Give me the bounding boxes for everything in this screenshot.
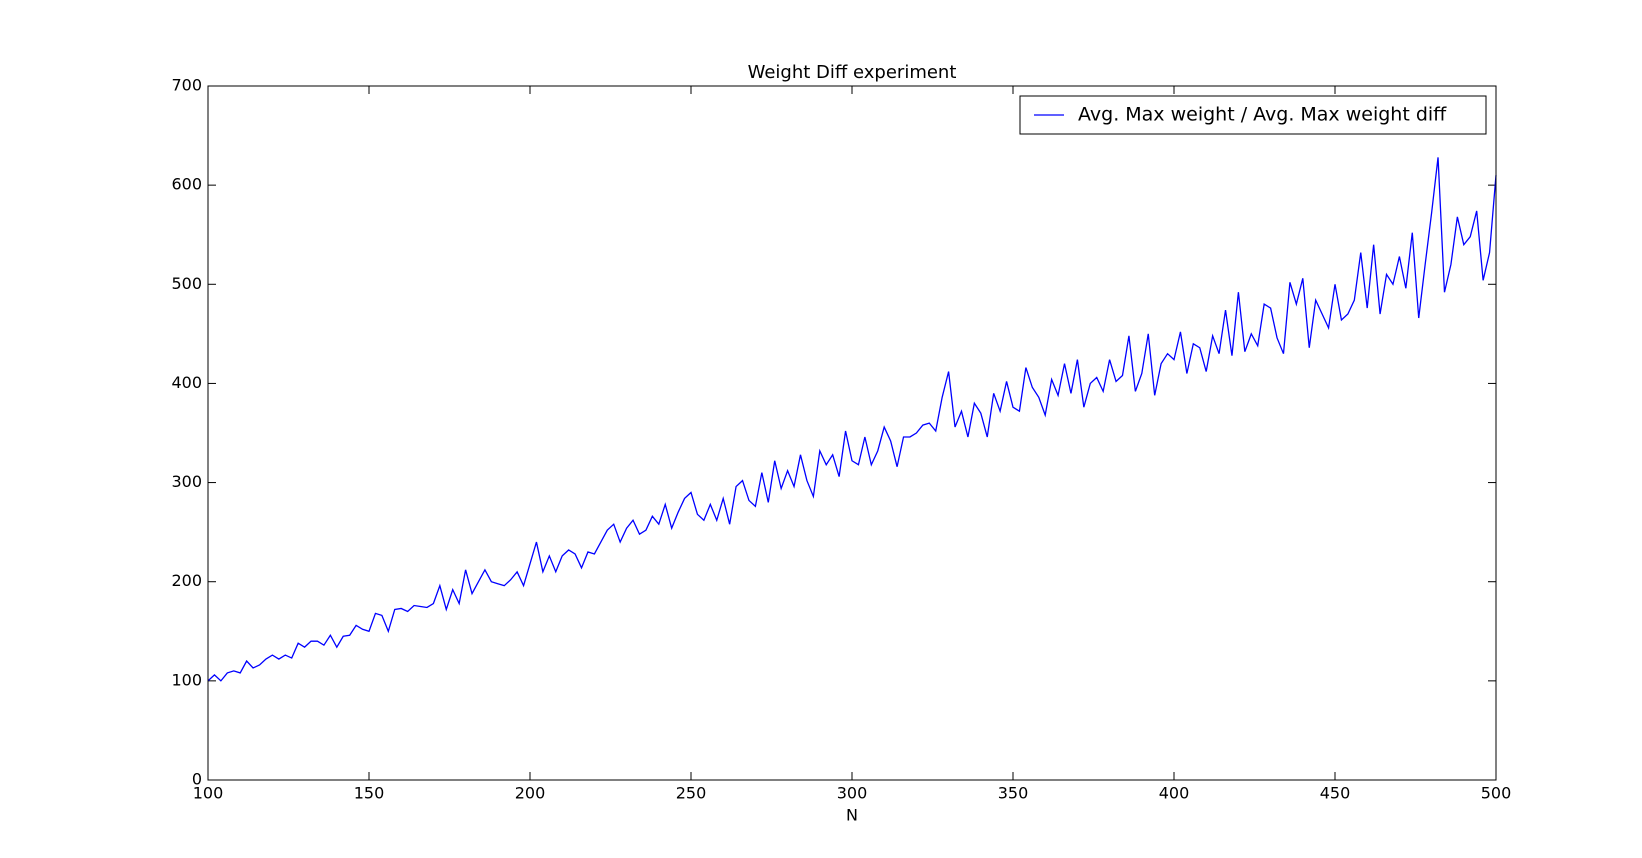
y-tick-label: 100: [171, 670, 202, 689]
chart-title: Weight Diff experiment: [748, 62, 957, 83]
y-tick-label: 400: [171, 373, 202, 392]
y-tick-label: 0: [192, 770, 202, 789]
x-tick-label: 200: [515, 784, 546, 803]
x-tick-label: 250: [676, 784, 707, 803]
plot-frame: [207, 85, 1497, 781]
x-tick-label: 400: [1159, 784, 1190, 803]
y-tick-label: 300: [171, 472, 202, 491]
x-tick-label: 150: [354, 784, 385, 803]
x-tick-label: 450: [1320, 784, 1351, 803]
x-tick-label: 350: [998, 784, 1029, 803]
x-axis-label: N: [846, 806, 858, 825]
x-tick-label: 100: [193, 784, 224, 803]
y-tick-label: 500: [171, 274, 202, 293]
y-tick-label: 700: [171, 76, 202, 95]
y-tick-label: 600: [171, 175, 202, 194]
line-series: [207, 157, 1497, 682]
y-tick-label: 200: [171, 571, 202, 590]
legend-label: Avg. Max weight / Avg. Max weight diff: [1078, 104, 1447, 126]
legend-box: [1019, 95, 1487, 135]
x-tick-label: 500: [1481, 784, 1512, 803]
x-tick-label: 300: [837, 784, 868, 803]
